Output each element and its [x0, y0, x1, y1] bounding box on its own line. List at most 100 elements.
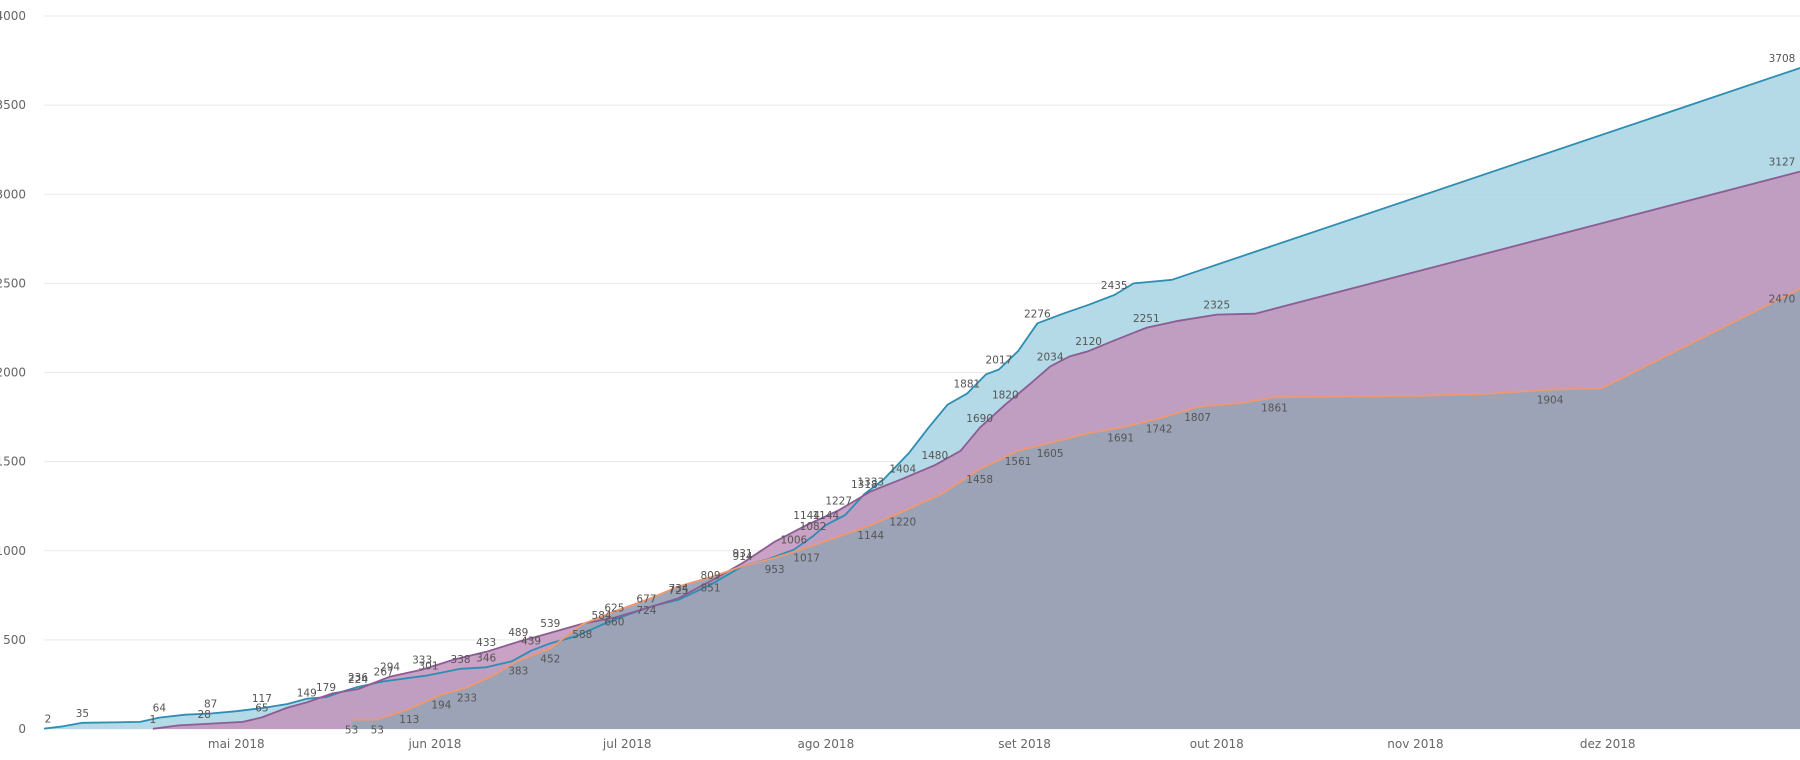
x-tick-label: out 2018	[1190, 737, 1244, 751]
data-label: 1144	[813, 510, 840, 522]
x-tick-label: jun 2018	[407, 737, 461, 751]
data-label: 539	[540, 618, 560, 630]
data-label: 117	[252, 693, 272, 705]
data-label: 1144	[857, 530, 884, 542]
data-label: 35	[76, 708, 89, 720]
data-label: 1691	[1107, 433, 1134, 445]
data-label: 1006	[780, 535, 807, 547]
data-label: 3708	[1769, 53, 1796, 65]
data-label: 53	[371, 725, 384, 737]
data-label: 346	[476, 652, 496, 664]
data-label: 1144	[793, 510, 820, 522]
data-label: 1333	[857, 476, 884, 488]
data-label: 914	[733, 551, 753, 563]
x-tick-label: set 2018	[998, 737, 1051, 751]
data-label: 2	[45, 714, 52, 726]
data-label: 301	[419, 660, 439, 672]
data-label: 87	[204, 698, 217, 710]
data-label: 439	[521, 636, 541, 648]
x-tick-label: jul 2018	[602, 737, 652, 751]
x-tick-label: mai 2018	[208, 737, 265, 751]
series-areas	[44, 68, 1800, 730]
y-tick-label: 3500	[0, 98, 26, 112]
data-label: 2251	[1133, 313, 1160, 325]
data-label: 660	[604, 616, 624, 628]
data-label: 433	[476, 637, 496, 649]
y-tick-label: 3000	[0, 187, 26, 201]
data-label: 1742	[1146, 423, 1173, 435]
y-axis-tick-labels: 0 500 1000 1500 2000 2500 3000 3500 4000	[0, 9, 26, 736]
data-label: 338	[451, 654, 471, 666]
y-tick-label: 1000	[0, 544, 26, 558]
data-label: 113	[399, 714, 419, 726]
data-label: 233	[457, 692, 477, 704]
data-label: 584	[592, 610, 612, 622]
x-tick-label: nov 2018	[1387, 737, 1443, 751]
data-label: 2435	[1101, 280, 1128, 292]
data-label: 294	[380, 662, 400, 674]
data-label: 2034	[1037, 351, 1064, 363]
data-label: 194	[431, 699, 451, 711]
data-label: 53	[345, 725, 358, 737]
data-label: 452	[540, 653, 560, 665]
data-label: 1561	[1005, 456, 1032, 468]
y-tick-label: 2000	[0, 366, 26, 380]
data-label: 64	[153, 703, 167, 715]
data-label: 2470	[1769, 294, 1796, 306]
data-label: 1881	[953, 379, 980, 391]
data-label: 725	[668, 585, 688, 597]
data-label: 1861	[1261, 402, 1288, 414]
y-tick-label: 4000	[0, 9, 26, 23]
data-label: 851	[700, 582, 720, 594]
data-label: 28	[198, 709, 211, 721]
data-label: 1820	[992, 390, 1019, 402]
data-label: 625	[604, 603, 624, 615]
data-label: 2276	[1024, 308, 1051, 320]
x-tick-label: ago 2018	[798, 737, 855, 751]
data-label: 2017	[986, 354, 1013, 366]
data-label: 1017	[793, 553, 820, 565]
data-label: 809	[700, 570, 720, 582]
data-label: 677	[636, 593, 656, 605]
data-label: 267	[374, 666, 394, 678]
series-3-line	[351, 287, 1800, 721]
data-label: 931	[733, 548, 753, 560]
data-label: 953	[765, 564, 785, 576]
data-label: 179	[316, 682, 336, 694]
data-label: 236	[348, 672, 368, 684]
data-label: 1605	[1037, 448, 1064, 460]
x-tick-label: dez 2018	[1580, 737, 1636, 751]
series-3-area	[351, 288, 1800, 729]
y-tick-label: 2500	[0, 276, 26, 290]
data-label: 2325	[1203, 300, 1230, 312]
data-labels: 2 35 64 87 117 179 236 267 301 338 346 439 584 725 809…	[45, 53, 1796, 737]
data-label: 724	[636, 605, 656, 617]
y-tick-label: 1500	[0, 455, 26, 469]
data-label: 1458	[966, 474, 993, 486]
gridlines	[44, 15, 1800, 730]
series-lines	[43, 67, 1800, 730]
data-label: 1220	[889, 517, 916, 529]
x-axis-tick-labels: mai 2018 jun 2018 jul 2018 ago 2018 set 2018…	[208, 737, 1636, 751]
data-label: 588	[572, 629, 592, 641]
data-label: 1807	[1184, 412, 1211, 424]
data-label: 2120	[1075, 336, 1102, 348]
data-label: 149	[297, 687, 317, 699]
data-label: 1690	[966, 413, 993, 425]
data-label: 734	[668, 583, 688, 595]
data-label: 333	[412, 655, 432, 667]
y-tick-label: 0	[18, 722, 26, 736]
data-label: 1480	[921, 450, 948, 462]
data-label: 1904	[1537, 395, 1564, 407]
data-label: 1404	[889, 464, 916, 476]
data-label: 3127	[1769, 157, 1796, 169]
data-label: 383	[508, 666, 528, 678]
data-label: 65	[255, 702, 268, 714]
data-label: 1082	[800, 521, 827, 533]
data-label: 224	[348, 674, 368, 686]
y-tick-label: 500	[3, 633, 26, 647]
data-label: 489	[508, 627, 528, 639]
data-label: 1227	[825, 495, 852, 507]
